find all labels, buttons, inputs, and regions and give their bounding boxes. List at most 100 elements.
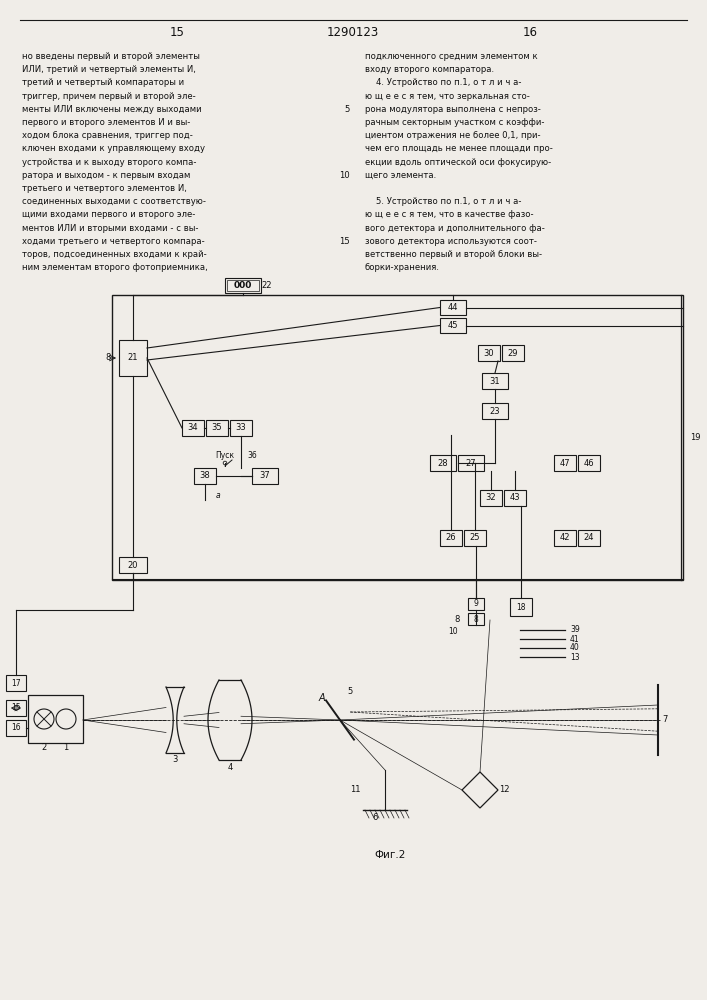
Text: 10: 10 (339, 171, 350, 180)
Bar (112, 295, 683, 580)
Text: первого и второго элементов И и вы-: первого и второго элементов И и вы- (22, 118, 190, 127)
Bar (206, 420, 228, 436)
Text: циентом отражения не более 0,1, при-: циентом отражения не более 0,1, при- (365, 131, 541, 140)
Bar (28, 695, 83, 743)
Text: Пуск: Пуск (216, 452, 235, 460)
Text: 17: 17 (11, 678, 21, 688)
Text: 27: 27 (466, 458, 477, 468)
Text: 46: 46 (584, 458, 595, 468)
Text: a: a (216, 491, 221, 500)
Text: устройства и к выходу второго компа-: устройства и к выходу второго компа- (22, 158, 197, 167)
Text: 30: 30 (484, 349, 494, 358)
Text: ментов ИЛИ и вторыми входами - с вы-: ментов ИЛИ и вторыми входами - с вы- (22, 224, 199, 233)
Bar (119, 557, 147, 573)
Text: 12: 12 (498, 786, 509, 794)
Text: 20: 20 (128, 560, 139, 570)
Text: 11: 11 (350, 786, 361, 794)
Bar (227, 280, 259, 291)
Text: борки-хранения.: борки-хранения. (365, 263, 440, 272)
Bar (182, 420, 204, 436)
Text: триггер, причем первый и второй эле-: триггер, причем первый и второй эле- (22, 92, 196, 101)
Text: 18: 18 (516, 602, 526, 611)
Text: но введены первый и второй элементы: но введены первый и второй элементы (22, 52, 200, 61)
Text: 8: 8 (474, 614, 479, 624)
Text: 3: 3 (173, 756, 177, 764)
Text: щего элемента.: щего элемента. (365, 171, 436, 180)
Text: 43: 43 (510, 493, 520, 502)
Bar (468, 613, 484, 625)
Bar (230, 420, 252, 436)
Bar (578, 455, 600, 471)
Text: 5. Устройство по п.1, о т л и ч а-: 5. Устройство по п.1, о т л и ч а- (365, 197, 522, 206)
Text: 8: 8 (105, 354, 111, 362)
Text: 5: 5 (347, 688, 353, 696)
Text: ходами третьего и четвертого компара-: ходами третьего и четвертого компара- (22, 237, 205, 246)
Text: 29: 29 (508, 349, 518, 358)
Text: ключен входами к управляющему входу: ключен входами к управляющему входу (22, 144, 205, 153)
Bar (502, 345, 524, 361)
Text: входу второго компаратора.: входу второго компаратора. (365, 65, 494, 74)
Text: рона модулятора выполнена с непроз-: рона модулятора выполнена с непроз- (365, 105, 541, 114)
Text: 15: 15 (11, 704, 21, 712)
Bar (554, 455, 576, 471)
Text: 32: 32 (486, 493, 496, 502)
Text: 10: 10 (448, 626, 458, 636)
Text: 47: 47 (560, 458, 571, 468)
Bar (478, 345, 500, 361)
Bar (482, 403, 508, 419)
Text: 1: 1 (64, 744, 69, 752)
Bar (464, 530, 486, 546)
Text: 8: 8 (455, 614, 460, 624)
Text: 23: 23 (490, 406, 501, 416)
Bar (6, 720, 26, 736)
Text: 35: 35 (211, 424, 222, 432)
Text: екции вдоль оптической оси фокусирую-: екции вдоль оптической оси фокусирую- (365, 158, 551, 167)
Text: 24: 24 (584, 534, 595, 542)
Bar (6, 675, 26, 691)
Bar (554, 530, 576, 546)
Text: ю щ е е с я тем, что зеркальная сто-: ю щ е е с я тем, что зеркальная сто- (365, 92, 530, 101)
Bar (458, 455, 484, 471)
Bar (6, 700, 26, 716)
Text: 40: 40 (570, 644, 580, 652)
Text: ИЛИ, третий и четвертый элементы И,: ИЛИ, третий и четвертый элементы И, (22, 65, 196, 74)
Text: 4: 4 (228, 764, 233, 772)
Text: чем его площадь не менее площади про-: чем его площадь не менее площади про- (365, 144, 553, 153)
Text: 000: 000 (234, 281, 252, 290)
Text: 41: 41 (570, 635, 580, 644)
Text: ю щ е е с я тем, что в качестве фазо-: ю щ е е с я тем, что в качестве фазо- (365, 210, 534, 219)
Text: рачным секторным участком с коэффи-: рачным секторным участком с коэффи- (365, 118, 544, 127)
Text: 16: 16 (11, 724, 21, 732)
Bar (252, 468, 278, 484)
Text: 22: 22 (262, 281, 272, 290)
Text: 16: 16 (522, 25, 537, 38)
Text: 1290123: 1290123 (327, 25, 379, 38)
Text: ходом блока сравнения, триггер под-: ходом блока сравнения, триггер под- (22, 131, 193, 140)
Bar (440, 300, 466, 315)
Bar (440, 318, 466, 333)
Bar (578, 530, 600, 546)
Text: 31: 31 (490, 376, 501, 385)
Bar (510, 598, 532, 616)
Text: зового детектора используются соот-: зового детектора используются соот- (365, 237, 537, 246)
Bar (119, 340, 147, 376)
Text: 5: 5 (344, 105, 350, 114)
Text: 38: 38 (199, 472, 211, 481)
Text: 9: 9 (474, 599, 479, 608)
Text: A: A (319, 693, 325, 703)
Text: 21: 21 (128, 354, 139, 362)
Text: щими входами первого и второго эле-: щими входами первого и второго эле- (22, 210, 195, 219)
Text: ветственно первый и второй блоки вы-: ветственно первый и второй блоки вы- (365, 250, 542, 259)
Text: соединенных выходами с соответствую-: соединенных выходами с соответствую- (22, 197, 206, 206)
Text: ратора и выходом - к первым входам: ратора и выходом - к первым входам (22, 171, 190, 180)
Text: торов, подсоединенных входами к край-: торов, подсоединенных входами к край- (22, 250, 206, 259)
Text: вого детектора и дополнительного фа-: вого детектора и дополнительного фа- (365, 224, 545, 233)
Bar (480, 490, 502, 506)
Text: 15: 15 (339, 237, 350, 246)
Text: 28: 28 (438, 458, 448, 468)
Bar (430, 455, 456, 471)
Text: 33: 33 (235, 424, 246, 432)
Bar (482, 373, 508, 389)
Text: 34: 34 (187, 424, 198, 432)
Bar (194, 468, 216, 484)
